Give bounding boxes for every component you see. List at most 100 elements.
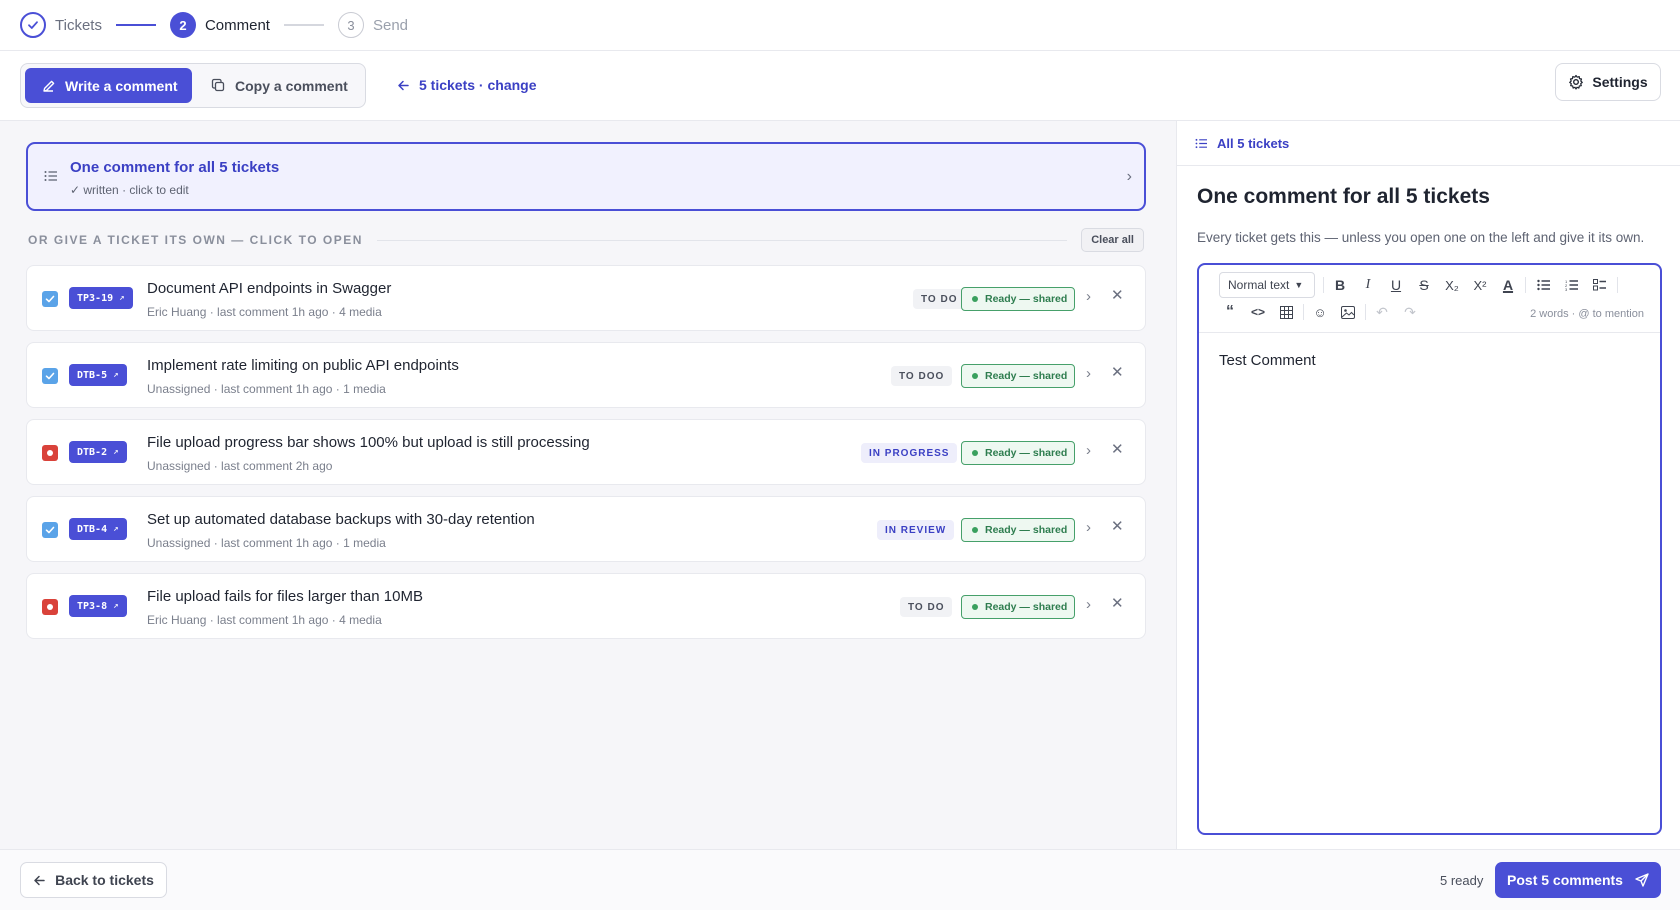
bullet-list-icon[interactable] xyxy=(1533,274,1555,296)
ready-shared-badge: Ready — shared xyxy=(961,441,1075,465)
post-comments-button[interactable]: Post 5 comments xyxy=(1495,862,1661,898)
editor-content[interactable]: Test Comment xyxy=(1219,352,1316,369)
step-label: Comment xyxy=(204,16,270,34)
chevron-right-icon[interactable]: › xyxy=(1086,365,1091,382)
close-icon[interactable]: ✕ xyxy=(1111,595,1124,612)
toolbar-divider xyxy=(1617,277,1618,293)
footer-bar: Back to tickets 5 ready Post 5 comments xyxy=(0,849,1680,910)
close-icon[interactable]: ✕ xyxy=(1111,518,1124,535)
list-icon xyxy=(1195,138,1207,148)
text-format-select[interactable]: Normal text ▼ xyxy=(1219,272,1315,298)
emoji-icon[interactable]: ☺ xyxy=(1313,304,1327,320)
ticket-key-badge[interactable]: DTB-5 ↗ xyxy=(69,364,127,386)
all-tickets-link[interactable]: All 5 tickets xyxy=(1177,121,1680,166)
caret-down-icon: ▼ xyxy=(1294,280,1304,290)
ticket-key-badge[interactable]: DTB-4 ↗ xyxy=(69,518,127,540)
chevron-right-icon[interactable]: › xyxy=(1086,519,1091,536)
change-tickets-link[interactable]: 5 tickets · change xyxy=(397,77,537,93)
close-icon[interactable]: ✕ xyxy=(1111,364,1124,381)
quote-icon[interactable]: “ xyxy=(1226,303,1234,320)
change-tickets-label: 5 tickets · change xyxy=(419,77,537,93)
chevron-right-icon[interactable]: › xyxy=(1086,442,1091,459)
editor-title: One comment for all 5 tickets xyxy=(1197,185,1490,208)
undo-icon[interactable]: ↶ xyxy=(1376,303,1388,320)
redo-icon[interactable]: ↷ xyxy=(1404,303,1416,320)
back-to-tickets-button[interactable]: Back to tickets xyxy=(20,862,167,898)
chevron-right-icon[interactable]: › xyxy=(1086,288,1091,305)
ticket-status-badge: TO DO xyxy=(900,597,953,617)
check-icon xyxy=(45,372,55,380)
ticket-status-badge: TO DO xyxy=(913,289,966,309)
subscript-icon[interactable]: X₂ xyxy=(1445,277,1459,293)
external-link-icon: ↗ xyxy=(113,524,119,534)
strikethrough-icon[interactable]: S xyxy=(1419,277,1429,293)
ticket-key-badge[interactable]: DTB-2 ↗ xyxy=(69,441,127,463)
text-color-icon[interactable]: A xyxy=(1502,277,1514,293)
code-icon[interactable]: <> xyxy=(1250,305,1265,319)
ready-label: Ready — shared xyxy=(985,447,1068,459)
italic-icon[interactable]: I xyxy=(1365,277,1371,292)
step-send[interactable]: 3 Send xyxy=(337,12,408,38)
ready-count: 5 ready xyxy=(1440,873,1484,888)
toolbar-divider xyxy=(1323,277,1324,293)
toolbar-divider xyxy=(1303,304,1304,320)
check-icon xyxy=(45,526,55,534)
editor-description: Every ticket gets this — unless you open… xyxy=(1197,230,1645,245)
chevron-right-icon[interactable]: › xyxy=(1086,596,1091,613)
status-dot-icon xyxy=(972,373,978,379)
gear-icon xyxy=(1569,74,1584,90)
pencil-icon xyxy=(43,80,55,92)
chevron-right-icon: › xyxy=(1126,168,1132,185)
send-icon xyxy=(1635,873,1649,887)
checklist-icon[interactable] xyxy=(1589,274,1611,296)
ticket-error-indicator[interactable] xyxy=(42,599,58,615)
step-check-icon xyxy=(20,12,46,38)
ticket-key-badge[interactable]: TP3-19 ↗ xyxy=(69,287,133,309)
ticket-meta: Unassigned · last comment 1h ago · 1 med… xyxy=(147,382,386,396)
status-dot-icon xyxy=(972,604,978,610)
ticket-list-pane: One comment for all 5 tickets ✓ written … xyxy=(0,121,1176,849)
clear-all-button[interactable]: Clear all xyxy=(1081,228,1144,252)
step-comment[interactable]: 2 Comment xyxy=(169,12,270,38)
table-icon[interactable] xyxy=(1275,301,1297,323)
ticket-row[interactable]: DTB-2 ↗ File upload progress bar shows 10… xyxy=(26,419,1146,485)
image-icon[interactable] xyxy=(1337,301,1359,323)
step-number: 2 xyxy=(169,12,196,38)
ticket-meta: Eric Huang · last comment 1h ago · 4 med… xyxy=(147,613,382,627)
ticket-meta: Eric Huang · last comment 1h ago · 4 med… xyxy=(147,305,382,319)
svg-text:1: 1 xyxy=(1565,279,1568,284)
superscript-icon[interactable]: X² xyxy=(1473,277,1487,293)
ticket-row[interactable]: DTB-5 ↗ Implement rate limiting on public… xyxy=(26,342,1146,408)
ticket-row[interactable]: TP3-8 ↗ File upload fails for files large… xyxy=(26,573,1146,639)
write-comment-label: Write a comment xyxy=(65,77,178,94)
close-icon[interactable]: ✕ xyxy=(1111,287,1124,304)
ticket-title: Implement rate limiting on public API en… xyxy=(147,357,459,374)
copy-comment-button[interactable]: Copy a comment xyxy=(209,68,359,103)
step-connector xyxy=(283,24,324,26)
ticket-error-indicator[interactable] xyxy=(42,445,58,461)
status-dot-icon xyxy=(972,527,978,533)
step-tickets[interactable]: Tickets xyxy=(20,12,102,38)
ready-label: Ready — shared xyxy=(985,601,1068,613)
close-icon[interactable]: ✕ xyxy=(1111,441,1124,458)
shared-comment-status: ✓ written · click to edit xyxy=(70,183,189,197)
settings-button[interactable]: Settings xyxy=(1555,63,1661,101)
ticket-checkbox[interactable] xyxy=(42,291,58,307)
ticket-checkbox[interactable] xyxy=(42,368,58,384)
shared-comment-card[interactable]: One comment for all 5 tickets ✓ written … xyxy=(26,142,1146,211)
ready-shared-badge: Ready — shared xyxy=(961,287,1075,311)
individual-section-header: OR GIVE A TICKET ITS OWN — CLICK TO OPEN… xyxy=(28,227,1144,253)
ticket-checkbox[interactable] xyxy=(42,522,58,538)
underline-icon[interactable]: U xyxy=(1390,277,1402,293)
ticket-meta: Unassigned · last comment 2h ago xyxy=(147,459,333,473)
status-dot-icon xyxy=(972,296,978,302)
ticket-row[interactable]: TP3-19 ↗ Document API endpoints in Swagge… xyxy=(26,265,1146,331)
write-comment-button[interactable]: Write a comment xyxy=(25,68,192,103)
bold-icon[interactable]: B xyxy=(1334,277,1346,293)
ticket-row[interactable]: DTB-4 ↗ Set up automated database backups… xyxy=(26,496,1146,562)
toolbar-divider xyxy=(1525,277,1526,293)
ticket-key-badge[interactable]: TP3-8 ↗ xyxy=(69,595,127,617)
